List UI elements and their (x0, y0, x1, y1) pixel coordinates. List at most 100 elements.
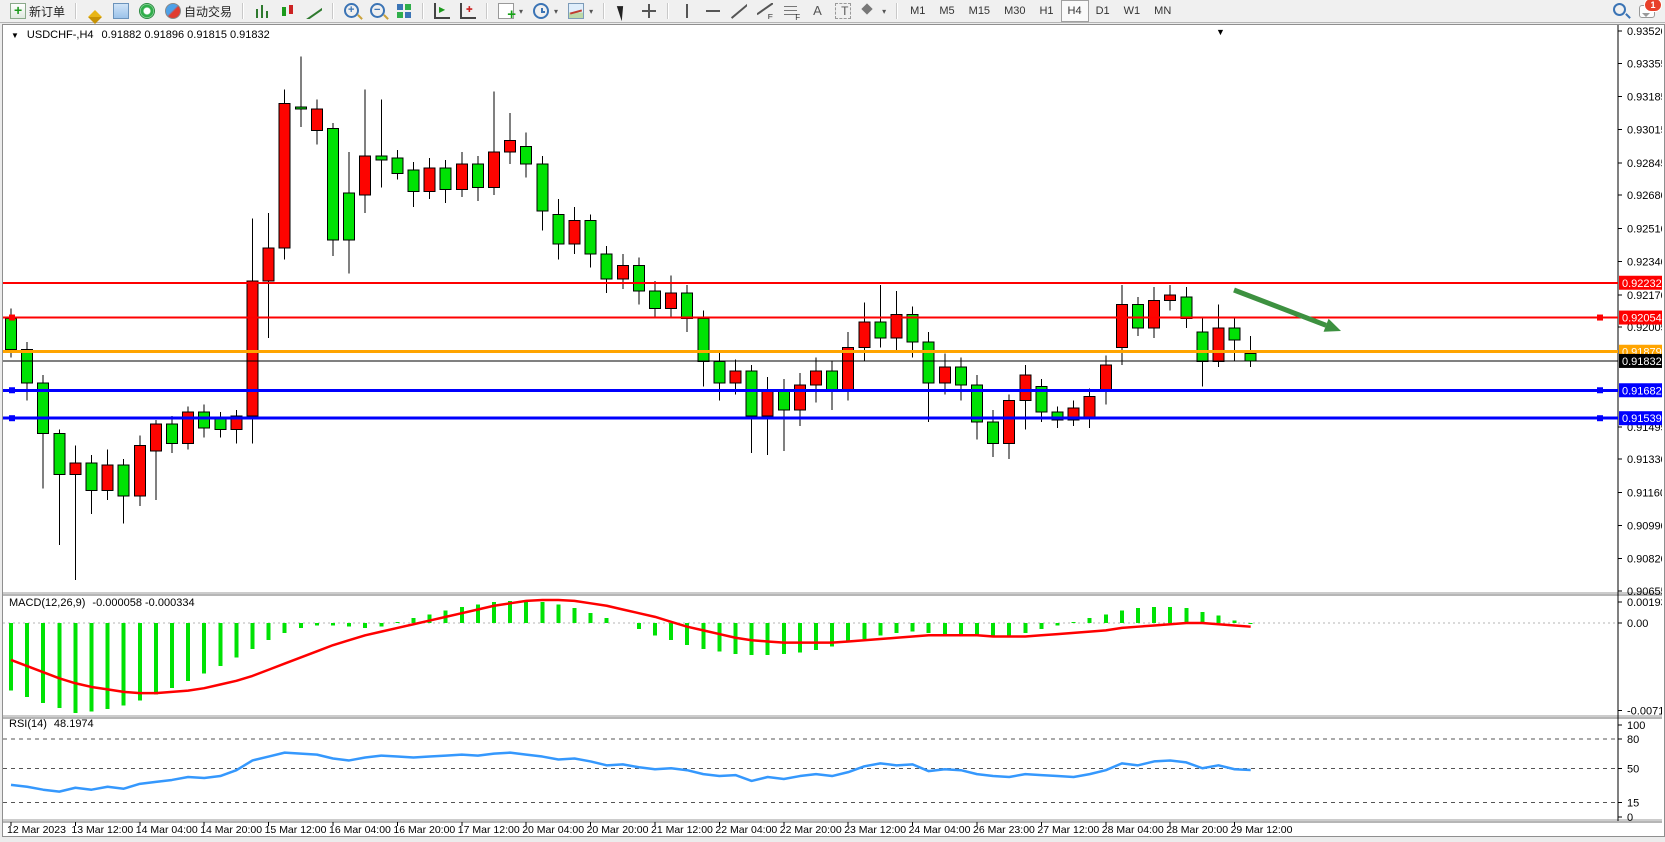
timeframe-m5[interactable]: M5 (939, 5, 955, 17)
chart-title: ▼ USDCHF-,H4 0.91882 0.91896 0.91815 0.9… (11, 29, 270, 41)
candlestick-chart-icon (280, 3, 297, 19)
svg-text:14 Mar 20:00: 14 Mar 20:00 (200, 824, 262, 834)
zoom-in-button[interactable]: + (339, 0, 365, 22)
price-tag-0.92232: 0.92232 (1619, 275, 1662, 290)
depth-icon (113, 3, 130, 19)
text-label-tool[interactable] (830, 0, 856, 22)
chevron-down-icon: ▾ (554, 6, 559, 16)
svg-text:15: 15 (1627, 797, 1639, 809)
channel-tool[interactable] (752, 0, 778, 22)
horizontal-line-0.91539[interactable] (3, 415, 1618, 422)
timeframe-mn[interactable]: MN (1154, 5, 1172, 17)
timeframe-m1[interactable]: M1 (910, 5, 926, 17)
market-watch-button[interactable] (82, 0, 108, 24)
candles (5, 56, 1257, 581)
candlestick-chart-button[interactable] (275, 0, 301, 22)
svg-text:0.93355: 0.93355 (1627, 58, 1662, 70)
add-indicator-button[interactable]: ▾ (493, 0, 528, 23)
svg-text:100: 100 (1627, 720, 1645, 732)
line-chart-button[interactable] (301, 0, 327, 22)
price-tag-0.92054: 0.92054 (1619, 310, 1662, 325)
svg-text:16 Mar 04:00: 16 Mar 04:00 (329, 824, 391, 834)
search-button[interactable] (1608, 0, 1634, 22)
svg-text:21 Mar 12:00: 21 Mar 12:00 (651, 824, 713, 834)
svg-text:0: 0 (1627, 812, 1633, 824)
timeframe-m30[interactable]: M30 (1004, 5, 1026, 17)
fibonacci-tool[interactable] (778, 0, 804, 22)
svg-text:13 Mar 12:00: 13 Mar 12:00 (71, 824, 133, 834)
horizontal-line-0.91682[interactable] (3, 387, 1618, 394)
cursor-tool-button[interactable] (610, 0, 636, 22)
svg-text:0.92232: 0.92232 (1622, 278, 1662, 290)
channel-icon (757, 3, 773, 19)
auto-trading-button[interactable]: 自动交易 (160, 0, 237, 22)
chart-dropdown-arrow[interactable]: ▼ (11, 30, 19, 40)
zoom-out-icon: − (370, 3, 386, 18)
svg-text:20 Mar 20:00: 20 Mar 20:00 (587, 824, 649, 834)
rsi-levels (3, 738, 1618, 803)
timeframe-h1[interactable]: H1 (1039, 5, 1054, 17)
horizontal-line-tool[interactable] (700, 0, 726, 22)
chevron-down-icon: ▾ (882, 6, 887, 16)
svg-text:24 Mar 04:00: 24 Mar 04:00 (909, 824, 971, 834)
auto-trading-label: 自动交易 (184, 4, 233, 19)
svg-text:0.93015: 0.93015 (1627, 125, 1662, 137)
new-order-button[interactable]: 新订单 (5, 0, 70, 22)
svg-text:22 Mar 04:00: 22 Mar 04:00 (715, 824, 777, 834)
rsi-name: RSI(14) (9, 718, 47, 730)
svg-text:80: 80 (1627, 734, 1639, 746)
trendline-tool[interactable] (726, 0, 752, 22)
chevron-down-icon: ▾ (519, 6, 524, 16)
svg-text:0.92005: 0.92005 (1627, 322, 1662, 334)
tile-windows-button[interactable] (391, 0, 417, 22)
text-tool[interactable] (804, 0, 830, 22)
fibonacci-icon (783, 3, 800, 22)
zoom-out-button[interactable]: − (365, 0, 391, 22)
text-label-icon (835, 3, 852, 19)
rsi-indicator-label: RSI(14) 48.1974 (9, 718, 94, 730)
svg-text:28 Mar 20:00: 28 Mar 20:00 (1166, 824, 1228, 834)
template-button[interactable]: ▾ (563, 0, 598, 22)
horizontal-line-0.92054[interactable] (3, 314, 1618, 321)
shapes-icon (861, 3, 877, 19)
zoom-in-icon: + (344, 3, 360, 18)
scroll-to-end-marker[interactable]: ▼ (1216, 27, 1225, 37)
macd-values: -0.000058 -0.000334 (92, 597, 195, 609)
timeframe-m15[interactable]: M15 (968, 5, 991, 17)
timeframe-w1[interactable]: W1 (1123, 5, 1141, 17)
svg-text:16 Mar 20:00: 16 Mar 20:00 (393, 824, 455, 834)
template-icon (568, 3, 585, 19)
depth-of-market-button[interactable] (108, 0, 134, 22)
svg-text:-0.007132: -0.007132 (1627, 706, 1662, 718)
rsi-axis: 100 80 50 15 0 (1618, 720, 1645, 824)
chevron-down-icon: ▾ (589, 6, 594, 16)
horizontal-line-icon (705, 3, 721, 19)
svg-text:0.92054: 0.92054 (1622, 313, 1662, 325)
vertical-line-tool[interactable] (674, 0, 700, 22)
crosshair-icon (641, 3, 657, 19)
toolbar-separator (75, 3, 78, 19)
price-tag-0.91832: 0.91832 (1619, 353, 1662, 368)
timeframe-h4[interactable]: H4 (1060, 0, 1089, 22)
notifications-button[interactable]: 1 (1634, 0, 1662, 22)
period-button[interactable]: ▾ (528, 0, 563, 22)
add-indicator-icon (498, 3, 516, 23)
panel-frames (3, 25, 1662, 834)
chart-shift-button[interactable] (455, 0, 481, 22)
tile-windows-icon (396, 3, 413, 19)
auto-scroll-button[interactable] (429, 0, 455, 22)
svg-text:27 Mar 12:00: 27 Mar 12:00 (1037, 824, 1099, 834)
time-axis[interactable]: 12 Mar 2023 13 Mar 12:00 14 Mar 04:00 14 Ma… (7, 822, 1293, 834)
rsi-value: 48.1974 (53, 718, 94, 730)
bar-chart-button[interactable] (249, 0, 275, 22)
trend-arrow[interactable] (1233, 287, 1341, 332)
crosshair-tool-button[interactable] (636, 0, 662, 22)
shapes-tool[interactable]: ▾ (856, 0, 891, 22)
toolbar-separator (667, 3, 670, 19)
auto-trading-icon (165, 3, 182, 19)
signals-button[interactable] (134, 0, 160, 22)
timeframe-d1[interactable]: D1 (1095, 5, 1110, 17)
